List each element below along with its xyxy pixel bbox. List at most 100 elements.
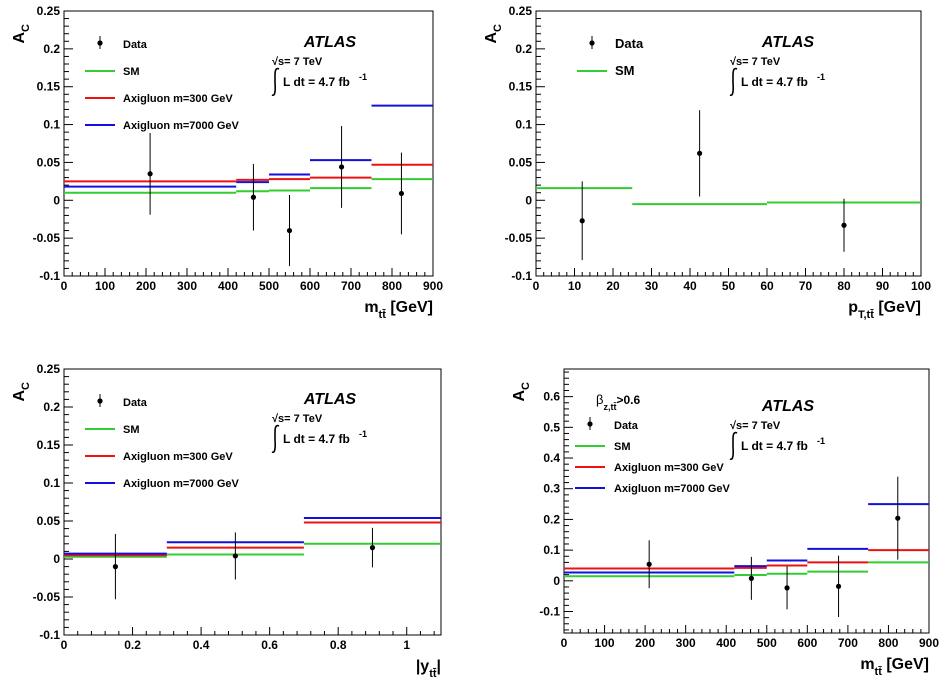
y-tick-label: 0.15: [509, 80, 533, 94]
luminosity-label: L dt = 4.7 fb: [741, 439, 808, 453]
y-tick-label: 0: [525, 193, 532, 207]
cut-value: >0.6: [616, 393, 640, 407]
y-tick-label: 0.2: [43, 42, 60, 56]
y-tick-label: 0.6: [543, 390, 560, 404]
data-point: [646, 561, 652, 567]
cut-symbol: β: [596, 392, 603, 407]
integral-sign: [729, 67, 738, 97]
y-tick-label: 0.25: [37, 4, 61, 18]
x-tick-label: 300: [177, 279, 197, 293]
y-tick-label: 0.1: [515, 118, 532, 132]
legend-label: Data: [615, 36, 644, 51]
x-tick-label: 0.8: [330, 638, 347, 652]
x-tick-label: 200: [635, 636, 655, 650]
data-point: [748, 575, 754, 581]
legend-label: SM: [123, 66, 140, 78]
x-tick-label: 20: [606, 279, 620, 293]
data-point: [147, 171, 153, 177]
legend-label: Axigluon m=300 GeV: [123, 93, 233, 105]
y-axis-title-main: A: [483, 32, 500, 44]
x-tick-label: 300: [676, 636, 696, 650]
x-axis-title-main: m: [860, 656, 874, 673]
cut-subscript: z,tt̄: [603, 402, 616, 412]
y-axis-title-main: A: [511, 390, 528, 402]
legend: Data SM Axigluon m=300 GeV Axigluon m=7000 …: [575, 417, 731, 495]
x-tick-label: 400: [218, 279, 238, 293]
y-tick-label: 0.05: [509, 155, 533, 169]
energy-label: √s= 7 TeV: [730, 420, 781, 432]
x-axis-title-main: p: [848, 299, 858, 316]
data-point: [112, 564, 119, 570]
legend-label: Data: [123, 397, 148, 409]
y-tick-label: 0.1: [43, 476, 60, 490]
y-axis-title: AC: [11, 24, 32, 44]
atlas-label: ATLAS √s= 7 TeV L dt = 4.7 fb -1: [271, 34, 367, 97]
data-point: [697, 150, 703, 156]
atlas-label: ATLAS √s= 7 TeV L dt = 4.7 fb -1: [729, 398, 825, 461]
y-tick-label: 0.5: [543, 420, 560, 434]
data-point: [232, 553, 238, 559]
data-point: [841, 222, 847, 228]
y-tick-label: -0.1: [511, 269, 532, 283]
integral-sign: [271, 67, 280, 97]
legend: Data SM Axigluon m=300 GeV Axigluon m=7000 …: [85, 394, 240, 490]
y-tick-label: -0.1: [539, 605, 560, 619]
y-axis-title-sub: C: [20, 382, 32, 390]
y-axis-title-sub: C: [520, 382, 532, 390]
x-axis-title-sub: tt̄: [429, 668, 437, 680]
legend-label: Data: [614, 420, 639, 432]
x-axis-title-unit: [GeV]: [874, 299, 921, 316]
x-tick-label: 800: [878, 636, 898, 650]
x-tick-label: 600: [300, 279, 320, 293]
y-axis-title-sub: C: [492, 24, 504, 32]
y-tick-label: -0.1: [39, 269, 60, 283]
data-point: [784, 585, 790, 591]
y-axis-title: AC: [11, 382, 32, 402]
legend-label: Axigluon m=300 GeV: [123, 451, 233, 463]
energy-label: √s= 7 TeV: [272, 56, 323, 68]
integral-sign: [271, 424, 280, 454]
y-tick-label: 0.1: [543, 543, 560, 557]
y-axis-title: AC: [511, 382, 532, 402]
y-tick-label: -0.05: [505, 231, 533, 245]
chart-panel-2: 0 10 20 30 40 50 60 70 80 90 100 -0.1 -0.05 0 0.05 0.1 0…: [483, 4, 931, 321]
y-tick-label: 0.4: [543, 451, 560, 465]
y-tick-label: 0.2: [543, 512, 560, 526]
legend-label: Axigluon m=300 GeV: [614, 462, 724, 474]
x-axis-title-sub: tt̄: [875, 666, 883, 678]
atlas-title: ATLAS: [761, 398, 814, 415]
y-axis-title-main: A: [11, 32, 28, 44]
chart-panel-1: 0 100 200 300 400 500 600 700 800 900 -0.1 -0.05 0 0.…: [11, 4, 443, 321]
data-point: [835, 583, 842, 589]
legend-label: SM: [123, 424, 140, 436]
legend-label: Axigluon m=7000 GeV: [614, 483, 731, 495]
x-tick-label: 400: [716, 636, 736, 650]
data-point: [338, 164, 345, 170]
x-tick-label: 700: [341, 279, 361, 293]
luminosity-label: L dt = 4.7 fb: [741, 75, 808, 89]
legend-label: SM: [615, 63, 635, 78]
legend-label: SM: [614, 441, 631, 453]
x-tick-label: 70: [799, 279, 813, 293]
series-axigluon_300: [64, 521, 441, 557]
data-point: [369, 545, 376, 551]
plot-frame: [563, 368, 930, 634]
y-tick-label: 0.25: [509, 4, 533, 18]
x-axis-title-main: m: [364, 299, 378, 316]
luminosity-label: L dt = 4.7 fb: [283, 75, 350, 89]
x-tick-label: 0: [561, 636, 568, 650]
x-tick-label: 0.4: [193, 638, 210, 652]
legend-data-marker: [587, 421, 593, 427]
y-tick-label: 0.2: [515, 42, 532, 56]
x-tick-label: 0.6: [261, 638, 278, 652]
x-tick-label: 900: [919, 636, 939, 650]
y-tick-label: 0.15: [37, 80, 61, 94]
y-axis-title-main: A: [11, 390, 28, 402]
luminosity-exponent: -1: [817, 436, 825, 446]
data-point: [250, 194, 257, 200]
y-tick-label: 0: [53, 552, 60, 566]
y-axis-title: AC: [483, 24, 504, 44]
atlas-title: ATLAS: [303, 391, 356, 408]
atlas-label: ATLAS √s= 7 TeV L dt = 4.7 fb -1: [271, 391, 367, 454]
